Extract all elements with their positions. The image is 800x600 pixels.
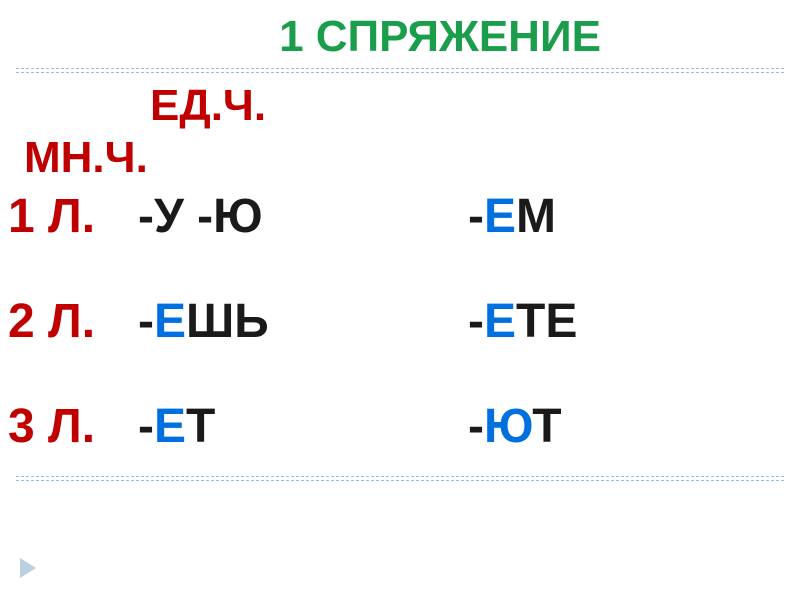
ending-text: -У -Ю [138, 190, 263, 243]
person-2-label: 2 Л. [8, 294, 138, 349]
ending-prefix: - [468, 295, 484, 348]
ending-suffix: Т [186, 400, 215, 453]
divider-bottom [16, 476, 784, 481]
ending-prefix: - [468, 400, 484, 453]
person-1-label: 1 Л. [8, 189, 138, 244]
ending-highlight: Е [484, 190, 516, 243]
table-row: 2 Л. -ЕШЬ -ЕТЕ [8, 294, 800, 349]
header-singular-row: ЕД.Ч. [0, 81, 800, 131]
person-3-label: 3 Л. [8, 399, 138, 454]
person-2-plural: -ЕТЕ [468, 294, 577, 349]
slide-title: 1 СПРЯЖЕНИЕ [0, 0, 800, 62]
next-arrow-icon [20, 558, 36, 578]
ending-suffix: ШЬ [186, 295, 269, 348]
ending-suffix: М [516, 190, 556, 243]
person-1-singular: -У -Ю [138, 189, 468, 244]
person-2-singular: -ЕШЬ [138, 294, 468, 349]
header-plural-row: МН.Ч. [0, 133, 800, 183]
title-text: 1 СПРЯЖЕНИЕ [279, 12, 601, 61]
ending-prefix: - [138, 400, 154, 453]
table-row: 3 Л. -ЕТ -ЮТ [8, 399, 800, 454]
table-row: 1 Л. -У -Ю -ЕМ [8, 189, 800, 244]
person-3-plural: -ЮТ [468, 399, 562, 454]
header-plural: МН.Ч. [24, 133, 148, 182]
ending-highlight: Е [154, 295, 186, 348]
conjugation-table: 1 Л. -У -Ю -ЕМ 2 Л. -ЕШЬ -ЕТЕ 3 Л. -ЕТ -… [0, 183, 800, 454]
ending-highlight: Е [154, 400, 186, 453]
header-singular: ЕД.Ч. [150, 81, 266, 130]
ending-highlight: Е [484, 295, 516, 348]
ending-prefix: - [138, 295, 154, 348]
person-3-singular: -ЕТ [138, 399, 468, 454]
ending-highlight: Ю [484, 400, 532, 453]
ending-suffix: ТЕ [516, 295, 577, 348]
ending-suffix: Т [532, 400, 561, 453]
person-1-plural: -ЕМ [468, 189, 556, 244]
ending-prefix: - [468, 190, 484, 243]
divider-top [16, 68, 784, 73]
